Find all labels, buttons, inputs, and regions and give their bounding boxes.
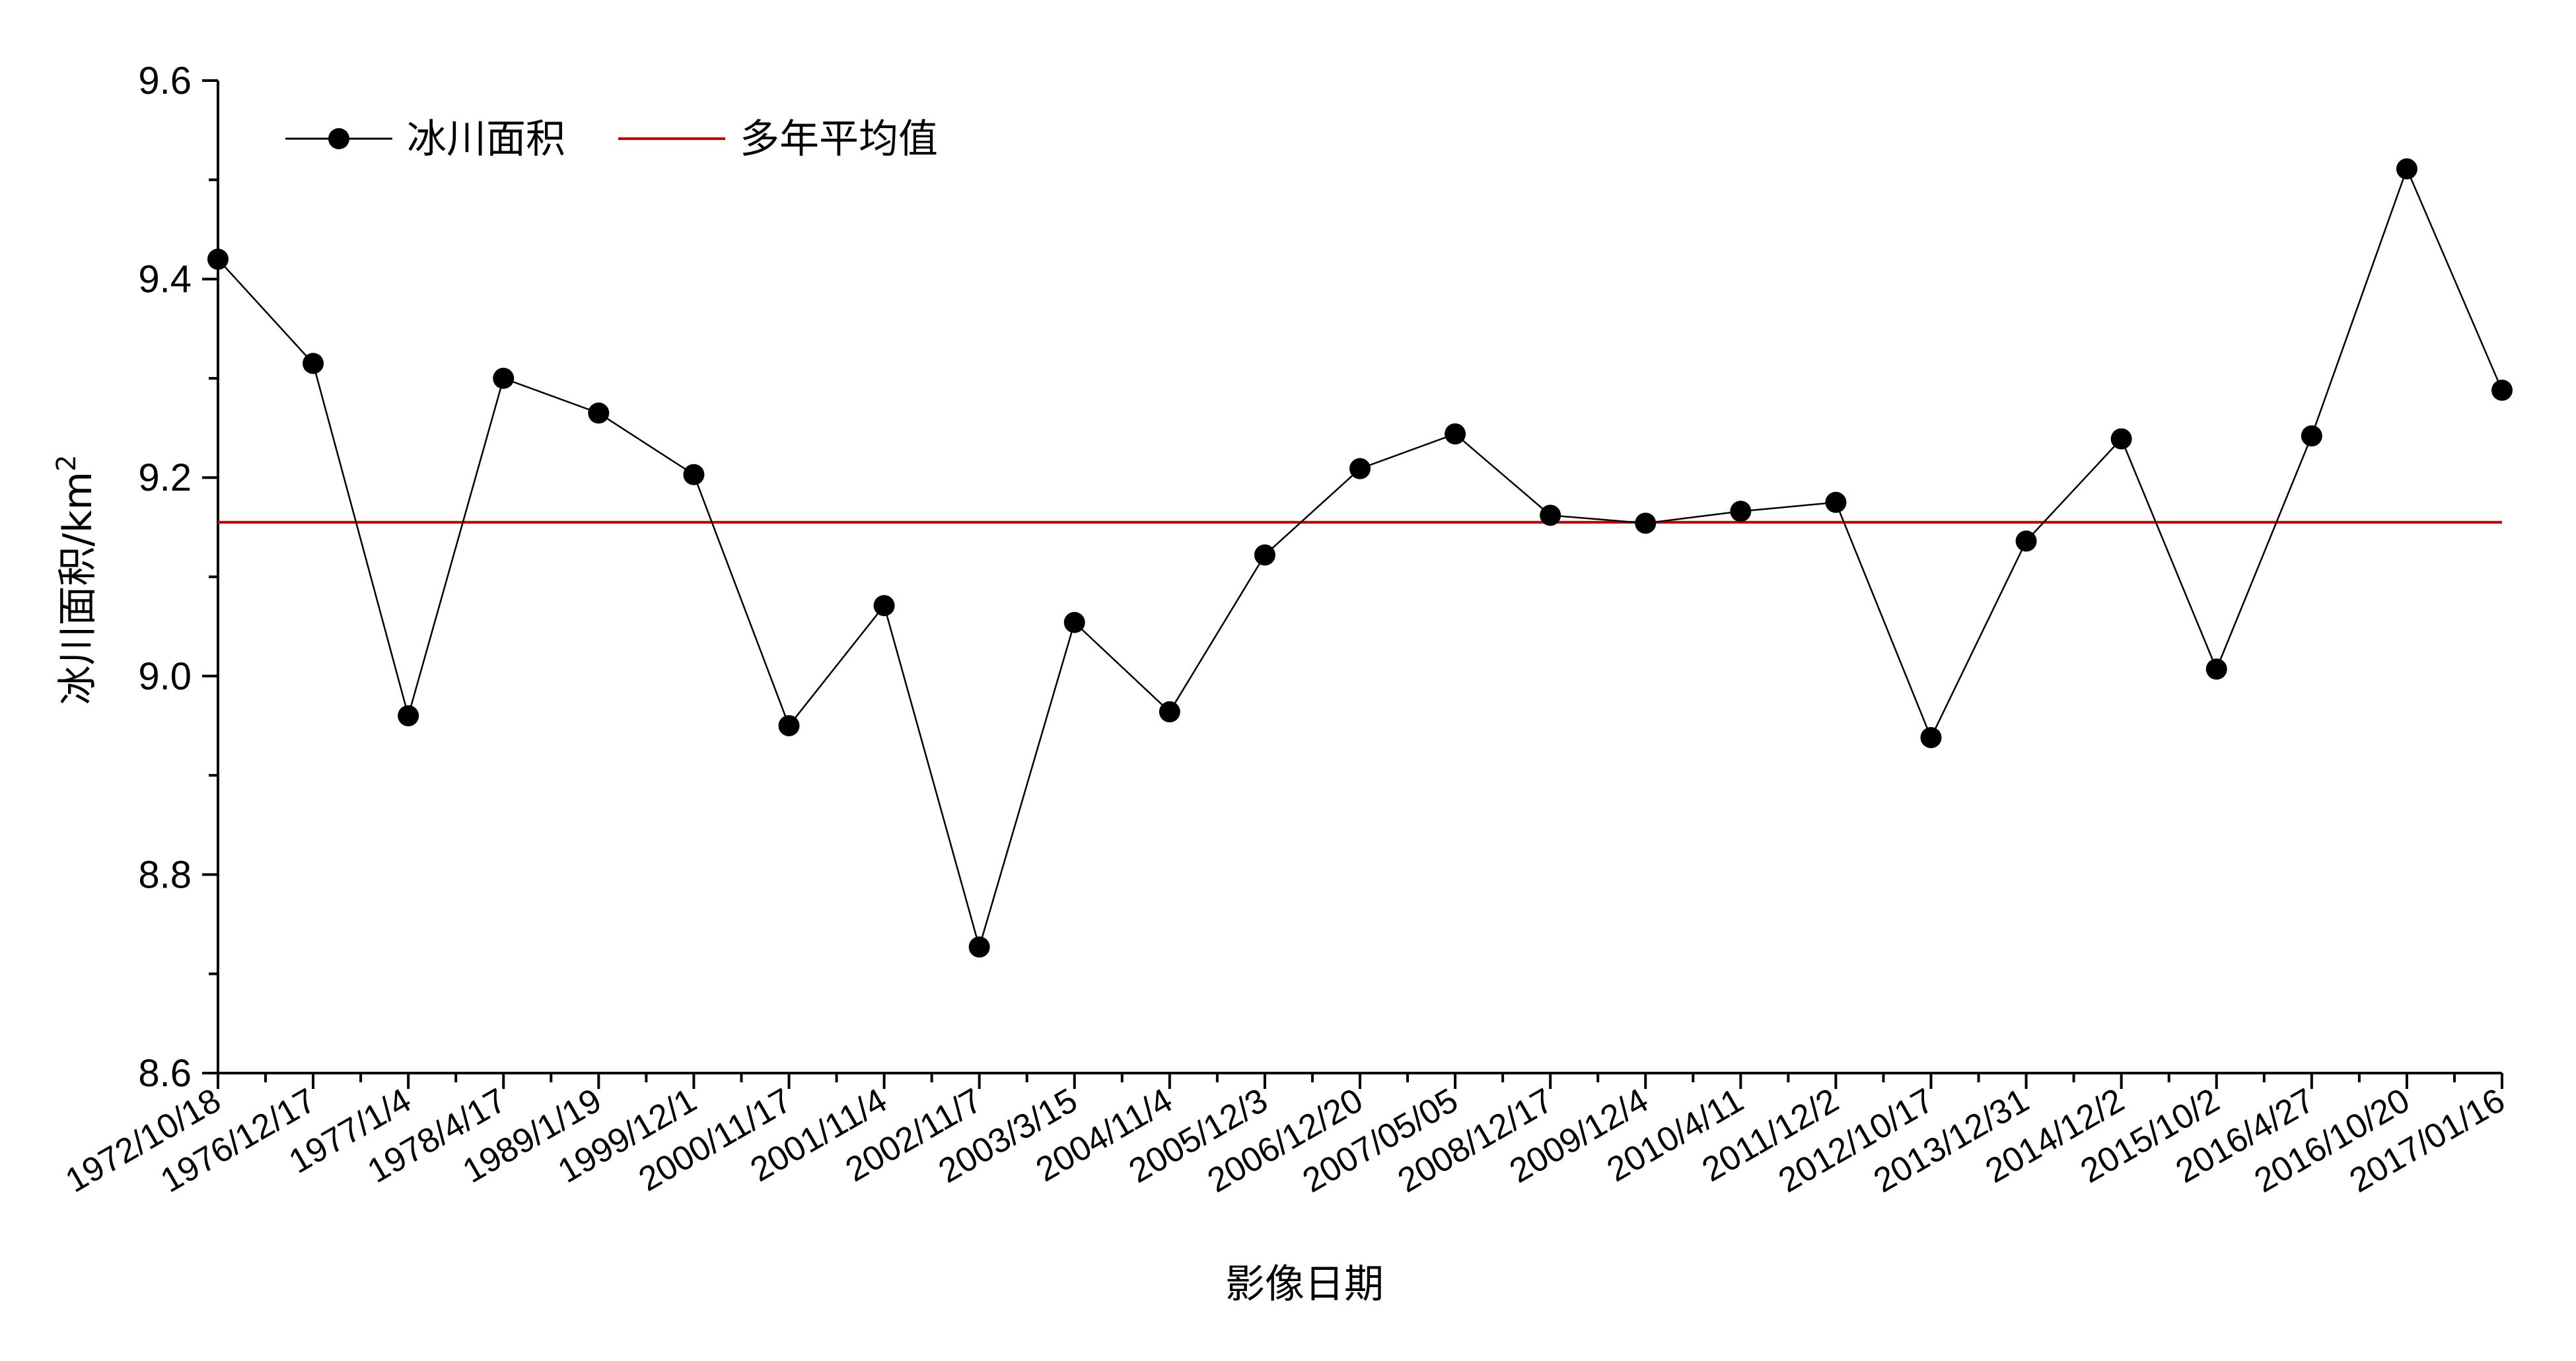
data-point <box>588 402 610 424</box>
y-tick-label: 8.6 <box>138 1052 192 1095</box>
series-group <box>207 158 2513 958</box>
data-point <box>1063 611 1085 633</box>
data-point <box>1825 491 1847 513</box>
data-point <box>2396 158 2417 180</box>
legend-label-area: 冰川面积 <box>407 116 565 162</box>
data-point <box>2301 425 2322 447</box>
y-tick-label: 9.2 <box>138 456 192 499</box>
x-axis-ticks: 1972/10/181976/12/171977/1/41978/4/17198… <box>59 1073 2511 1201</box>
legend-label-mean: 多年平均值 <box>740 116 938 162</box>
data-point <box>1635 512 1657 534</box>
data-point <box>1540 505 1561 526</box>
data-point <box>2015 530 2037 552</box>
y-axis-title-superscript: 2 <box>52 455 82 471</box>
data-point <box>2110 428 2132 450</box>
data-point <box>683 464 705 485</box>
data-point <box>1254 544 1275 566</box>
data-point <box>1349 458 1371 479</box>
y-axis-title-text: 冰川面积/km <box>55 471 101 705</box>
data-point <box>493 367 515 389</box>
data-point <box>207 248 229 270</box>
data-point <box>2491 379 2513 401</box>
y-tick-label: 8.8 <box>138 853 192 896</box>
data-point <box>1159 701 1180 722</box>
data-point <box>1920 726 1942 748</box>
y-axis-ticks: 8.6 8.8 9.0 9.2 9.4 9.6 <box>138 59 218 1095</box>
legend: 冰川面积 多年平均值 <box>285 116 938 162</box>
y-axis-title: 冰川面积/km2 <box>52 455 101 705</box>
data-point <box>1730 501 1752 522</box>
y-tick-label: 9.4 <box>138 258 192 301</box>
data-point <box>303 353 324 374</box>
data-point <box>968 936 990 958</box>
x-axis-title: 影像日期 <box>1225 1261 1384 1308</box>
y-tick-label: 9.0 <box>138 655 192 698</box>
data-point <box>2205 658 2227 680</box>
y-tick-label: 9.6 <box>138 59 192 102</box>
data-point <box>398 705 419 726</box>
data-point <box>778 715 800 736</box>
axes <box>217 81 2502 1074</box>
series-line <box>217 166 2503 950</box>
legend-marker-area <box>328 128 349 149</box>
data-point <box>1445 423 1466 445</box>
data-point <box>873 595 895 617</box>
